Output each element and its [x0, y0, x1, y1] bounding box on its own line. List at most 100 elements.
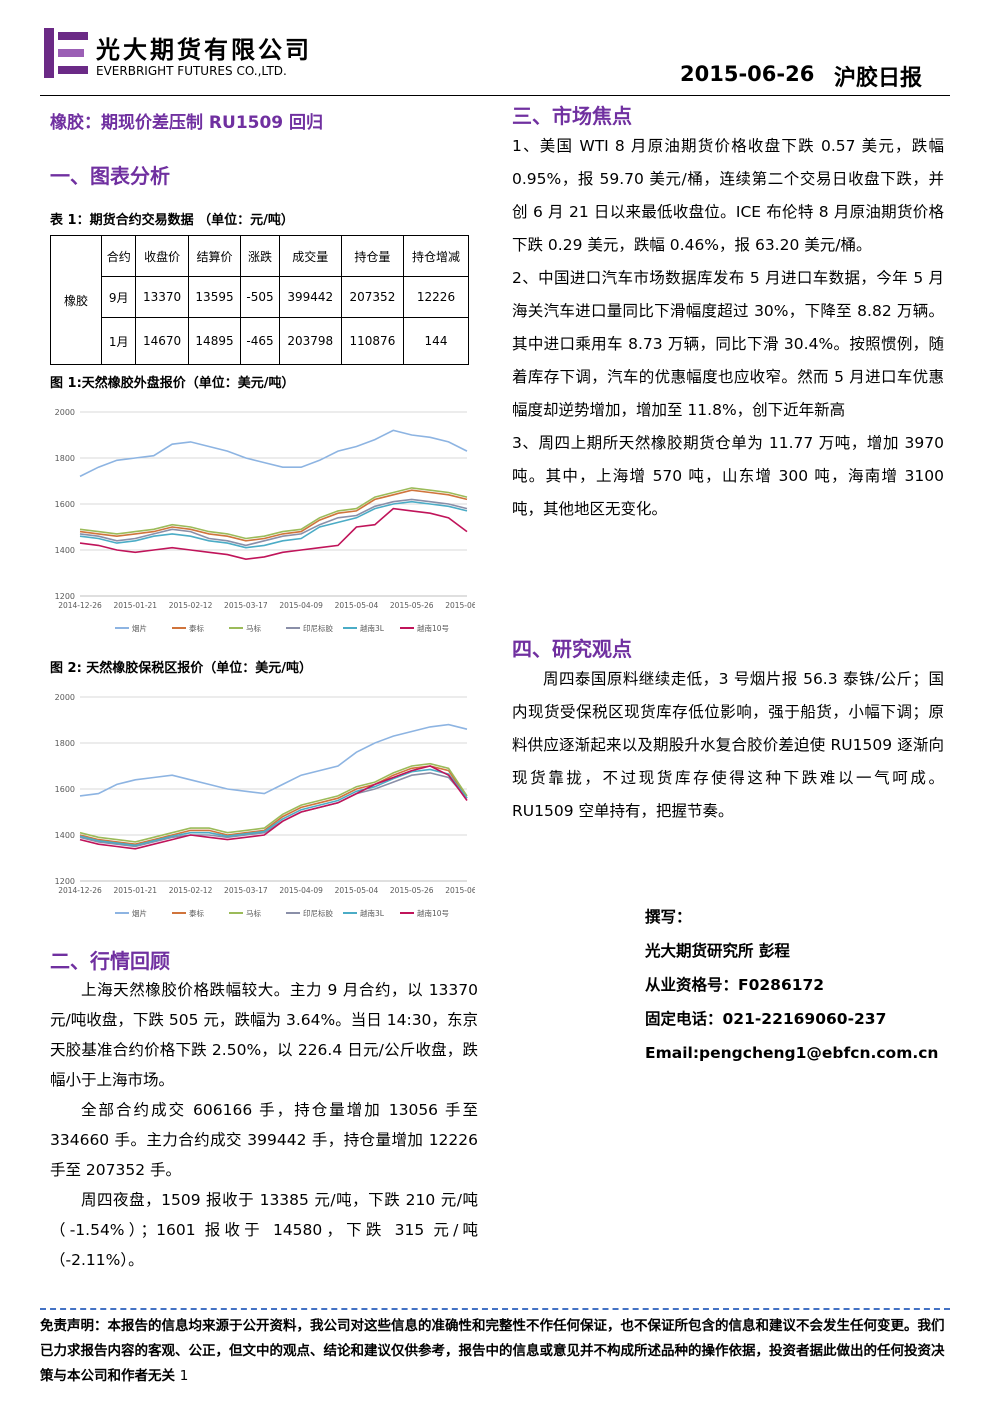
x-tick-label: 2015-06-17	[445, 601, 475, 610]
series-line	[79, 765, 468, 846]
cell: 涨跌	[240, 235, 280, 277]
y-tick-label: 1600	[55, 785, 75, 794]
cell: 持仓增减	[403, 235, 469, 277]
paragraph: 全部合约成交 606166 手，持仓量增加 13056 手至 334660 手。…	[50, 1101, 478, 1179]
x-tick-label: 2015-01-21	[113, 601, 157, 610]
legend-label: 泰标	[189, 623, 204, 633]
series-line	[79, 500, 468, 549]
cell: 13370	[135, 276, 189, 318]
cell: 结算价	[187, 235, 242, 277]
report-name: 沪胶日报	[834, 66, 923, 91]
cell: 203798	[278, 317, 342, 365]
paragraph: 2、中国进口汽车市场数据库发布 5 月进口车数据，今年 5 月海关汽车进口量同比…	[512, 269, 944, 419]
section-body: 周四泰国原料继续走低，3 号烟片报 56.3 泰铢/公斤；国内现货受保税区现货库…	[512, 663, 944, 828]
cell: 12226	[403, 276, 469, 318]
section-body: 上海天然橡胶价格跌幅较大。主力 9 月合约，以 13370 元/吨收盘，下跌 5…	[50, 975, 478, 1275]
series-line	[79, 498, 468, 547]
cell: 收盘价	[135, 235, 189, 277]
paragraph: 周四夜盘，1509 报收于 13385 元/吨，下跌 210 元/吨（-1.54…	[50, 1191, 478, 1269]
legend-label: 印尼标胶	[303, 908, 333, 918]
author-line: 固定电话：021-22169060-237	[645, 1010, 887, 1028]
x-tick-label: 2015-03-17	[224, 886, 268, 895]
section-body: 1、美国 WTI 8 月原油期货价格收盘下跌 0.57 美元，跌幅 0.95%，…	[512, 130, 944, 526]
cell: 14895	[187, 317, 242, 365]
rule	[40, 95, 950, 96]
y-tick-label: 2000	[55, 408, 75, 417]
page-number: 1	[179, 1368, 189, 1384]
series-line	[79, 723, 468, 797]
series-line	[79, 429, 468, 478]
cell: 13595	[187, 276, 242, 318]
cell: -465	[240, 317, 280, 365]
legend-label: 越南3L	[360, 908, 385, 918]
table-caption: 表 1：期货合约交易数据 （单位：元/吨）	[50, 213, 294, 228]
cell: 9月	[100, 276, 137, 318]
x-tick-label: 2015-05-26	[390, 601, 434, 610]
company-en: EVERBRIGHT FUTURES CO.,LTD.	[96, 64, 287, 78]
cell: 399442	[278, 276, 342, 318]
y-tick-label: 1200	[55, 592, 75, 601]
paragraph: 1、美国 WTI 8 月原油期货价格收盘下跌 0.57 美元，跌幅 0.95%，…	[512, 137, 944, 254]
y-tick-label: 1400	[55, 831, 75, 840]
cell: 144	[403, 317, 469, 365]
x-tick-label: 2015-01-21	[113, 886, 157, 895]
x-tick-label: 2015-04-09	[279, 886, 323, 895]
cell: 207352	[340, 276, 405, 318]
x-tick-label: 2014-12-26	[58, 601, 102, 610]
series-line	[79, 765, 468, 850]
logo	[44, 28, 88, 78]
author-block: 撰写： 光大期货研究所 彭程 从业资格号：F0286172 固定电话：021-2…	[645, 900, 938, 1070]
cell: 合约	[100, 235, 137, 277]
chart: 1200 1400 1600 1800 2000 2014-12-26 2015-01-21…	[55, 408, 475, 633]
legend-label: 马标	[246, 623, 261, 633]
y-tick-label: 2000	[55, 693, 75, 702]
x-tick-label: 2015-05-04	[335, 886, 379, 895]
series-line	[79, 507, 468, 561]
figure-caption: 图 1:天然橡胶外盘报价（单位：美元/吨）	[50, 376, 295, 391]
cell: 110876	[340, 317, 405, 365]
legend-label: 越南10号	[417, 623, 449, 633]
paragraph: 3、周四上期所天然橡胶期货仓单为 11.77 万吨，增加 3970 吨。其中，上…	[512, 434, 944, 518]
cell: 橡胶	[50, 235, 102, 365]
cell: 持仓量	[340, 235, 405, 277]
legend-label: 马标	[246, 908, 261, 918]
author-line: Email:pengcheng1@ebfcn.com.cn	[645, 1044, 939, 1062]
series-line	[79, 768, 468, 847]
x-tick-label: 2014-12-26	[58, 886, 102, 895]
x-tick-label: 2015-02-12	[169, 601, 213, 610]
company: 光大期货有限公司	[96, 36, 312, 64]
figure-caption: 图 2: 天然橡胶保税区报价（单位：美元/吨）	[50, 661, 313, 676]
x-tick-label: 2015-05-04	[335, 601, 379, 610]
x-tick-label: 2015-02-12	[169, 886, 213, 895]
paragraph: 上海天然橡胶价格跌幅较大。主力 9 月合约，以 13370 元/吨收盘，下跌 5…	[50, 981, 478, 1089]
cell: 成交量	[278, 235, 342, 277]
series-line	[79, 487, 468, 540]
cell: 1月	[100, 317, 137, 365]
cell: -505	[240, 276, 280, 318]
author-line: 撰写：	[645, 908, 692, 926]
series-line	[79, 772, 468, 848]
section-title: 三、市场焦点	[512, 104, 632, 128]
y-tick-label: 1800	[55, 739, 75, 748]
author-line: 光大期货研究所 彭程	[645, 942, 790, 960]
paragraph: 周四泰国原料继续走低，3 号烟片报 56.3 泰铢/公斤；国内现货受保税区现货库…	[512, 670, 944, 820]
x-tick-label: 2015-04-09	[279, 601, 323, 610]
section-title: 二、行情回顾	[50, 949, 170, 973]
table: 橡胶 合约 收盘价 结算价 涨跌 成交量 持仓量 持仓增减 9月 13370 13595 -505…	[50, 235, 469, 365]
x-tick-label: 2015-06-17	[445, 886, 475, 895]
legend-label: 烟片	[132, 908, 147, 918]
x-tick-label: 2015-05-26	[390, 886, 434, 895]
chart: 1200 1400 1600 1800 2000 2014-12-26 2015-01-21…	[55, 693, 475, 918]
series-line	[79, 762, 468, 843]
section-title: 一、图表分析	[50, 164, 170, 188]
x-tick-label: 2015-03-17	[224, 601, 268, 610]
legend-label: 越南10号	[417, 908, 449, 918]
y-tick-label: 1200	[55, 877, 75, 886]
legend-label: 泰标	[189, 908, 204, 918]
y-tick-label: 1600	[55, 500, 75, 509]
legend-label: 印尼标胶	[303, 623, 333, 633]
cell: 14670	[135, 317, 189, 365]
legend-label: 烟片	[132, 623, 147, 633]
author-line: 从业资格号：F0286172	[645, 976, 825, 994]
